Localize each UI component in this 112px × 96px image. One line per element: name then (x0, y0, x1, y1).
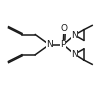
Text: N: N (71, 31, 78, 40)
Text: P: P (61, 40, 66, 49)
Text: O: O (61, 24, 68, 33)
Text: N: N (71, 50, 78, 59)
Text: N: N (46, 40, 53, 49)
